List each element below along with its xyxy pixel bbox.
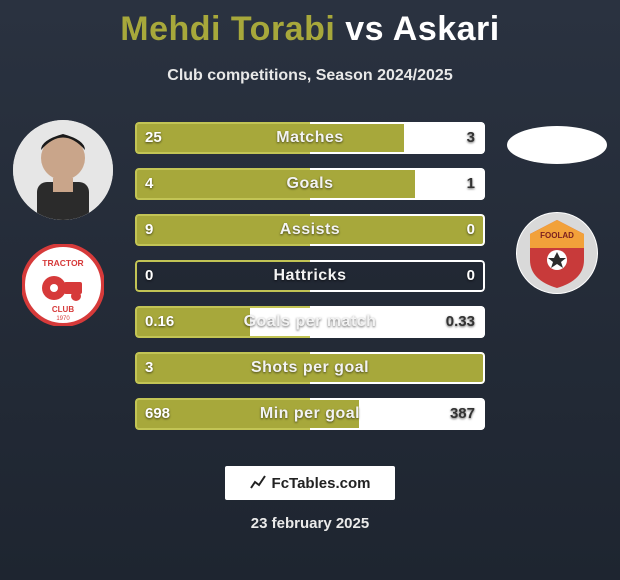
subtitle: Club competitions, Season 2024/2025 — [0, 67, 620, 85]
player2-avatar — [507, 126, 607, 164]
stat-row: 9Assists0 — [135, 214, 485, 246]
player1-name: Mehdi Torabi — [120, 10, 335, 48]
stat-label: Assists — [135, 214, 485, 246]
stat-label: Shots per goal — [135, 352, 485, 384]
stat-row: 0Hattricks0 — [135, 260, 485, 292]
stat-row: 698Min per goal387 — [135, 398, 485, 430]
brand-badge: FcTables.com — [225, 466, 395, 500]
svg-text:CLUB: CLUB — [52, 305, 74, 314]
stat-row: 4Goals1 — [135, 168, 485, 200]
footer-date: 23 february 2025 — [0, 515, 620, 532]
stat-label: Hattricks — [135, 260, 485, 292]
stat-label: Goals — [135, 168, 485, 200]
stat-value-p2: 0 — [467, 260, 475, 292]
right-column: FOOLAD — [502, 120, 612, 294]
stat-value-p2: 387 — [450, 398, 475, 430]
svg-text:TRACTOR: TRACTOR — [42, 258, 83, 268]
stat-label: Goals per match — [135, 306, 485, 338]
player1-avatar — [13, 120, 113, 220]
brand-label: FcTables.com — [272, 475, 371, 492]
brand-icon — [250, 475, 266, 492]
stat-row: 0.16Goals per match0.33 — [135, 306, 485, 338]
player2-name: Askari — [393, 10, 500, 48]
stats-bars: 25Matches34Goals19Assists00Hattricks00.1… — [135, 122, 485, 444]
player1-club-badge: TRACTOR CLUB 1970 — [22, 244, 104, 326]
svg-text:1970: 1970 — [56, 316, 70, 322]
player2-club-badge: FOOLAD — [516, 212, 598, 294]
stat-label: Min per goal — [135, 398, 485, 430]
stat-row: 3Shots per goal — [135, 352, 485, 384]
stat-row: 25Matches3 — [135, 122, 485, 154]
vs-label: vs — [345, 10, 384, 48]
stat-value-p2: 1 — [467, 168, 475, 200]
stat-value-p2: 0 — [467, 214, 475, 246]
stat-value-p2: 0.33 — [446, 306, 475, 338]
stat-label: Matches — [135, 122, 485, 154]
left-column: TRACTOR CLUB 1970 — [8, 120, 118, 326]
svg-text:FOOLAD: FOOLAD — [540, 231, 574, 240]
comparison-title: Mehdi Torabi vs Askari — [0, 0, 620, 49]
stat-value-p2: 3 — [467, 122, 475, 154]
